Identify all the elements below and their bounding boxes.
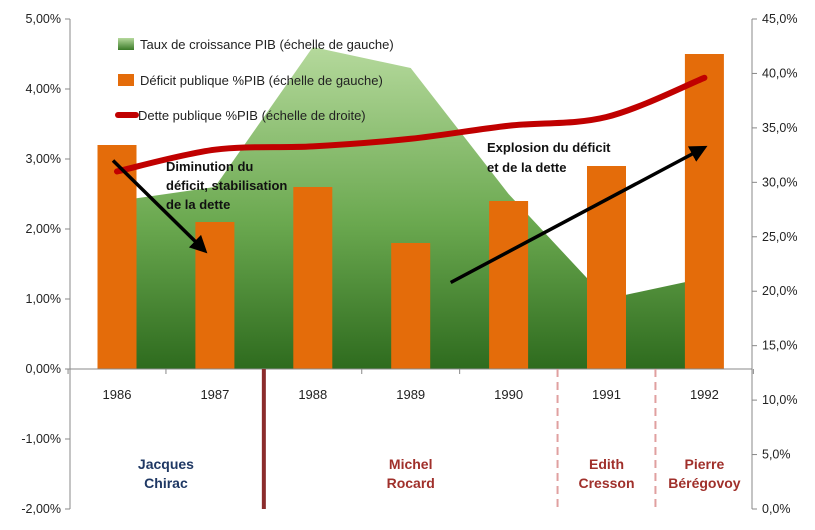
right-tick-label: 40,0% xyxy=(762,66,797,80)
legend: Taux de croissance PIB (échelle de gauch… xyxy=(115,37,394,123)
left-tick-label: 2,00% xyxy=(26,222,61,236)
legend-label-area: Taux de croissance PIB (échelle de gauch… xyxy=(140,37,394,52)
deficit-bar-1989 xyxy=(391,243,431,369)
period-label-3: Bérégovoy xyxy=(668,475,741,491)
legend-label-bar: Déficit publique %PIB (échelle de gauche… xyxy=(140,73,383,88)
right-tick-label: 30,0% xyxy=(762,175,797,189)
deficit-bar-1988 xyxy=(293,187,333,369)
annotation-deficit-decrease: Diminution du xyxy=(166,159,253,174)
period-label-3: Pierre xyxy=(685,456,725,472)
right-tick-label: 45,0% xyxy=(762,12,797,26)
annotation-deficit-explosion: Explosion du déficit xyxy=(487,140,611,155)
left-tick-label: -1,00% xyxy=(21,432,61,446)
right-tick-label: 35,0% xyxy=(762,121,797,135)
annotation-deficit-decrease: déficit, stabilisation xyxy=(166,178,287,193)
x-tick-label-1992: 1992 xyxy=(690,387,719,402)
annotation-arrow-2 xyxy=(449,145,708,285)
legend-label-line: Dette publique %PIB (échelle de droite) xyxy=(138,108,366,123)
x-tick-label-1986: 1986 xyxy=(103,387,132,402)
left-tick-label: 0,00% xyxy=(26,362,61,376)
growth-area-layer xyxy=(117,47,705,369)
deficit-bar-1986 xyxy=(97,145,137,369)
deficit-bar-1990 xyxy=(489,201,529,369)
left-tick-label: 4,00% xyxy=(26,82,61,96)
periods-layer: Jacques Chirac Michel Rocard Edith Cresson Pie… xyxy=(138,369,741,509)
annotations-layer: Diminution du déficit, stabilisation de la… xyxy=(111,140,708,285)
x-tick-label-1991: 1991 xyxy=(592,387,621,402)
debt-line-layer xyxy=(114,74,708,175)
period-label-1: Rocard xyxy=(387,475,435,491)
period-label-0: Chirac xyxy=(144,475,188,491)
debt-line xyxy=(114,74,708,175)
period-label-2: Edith xyxy=(589,456,624,472)
right-tick-label: 10,0% xyxy=(762,393,797,407)
legend-swatch-deficit xyxy=(118,74,134,86)
left-tick-label: -2,00% xyxy=(21,502,61,516)
annotation-deficit-decrease: de la dette xyxy=(166,197,230,212)
right-tick-label: 0,0% xyxy=(762,502,791,516)
period-label-1: Michel xyxy=(389,456,433,472)
x-tick-label-1987: 1987 xyxy=(200,387,229,402)
x-tick-label-1990: 1990 xyxy=(494,387,523,402)
left-tick-label: 5,00% xyxy=(26,12,61,26)
annotation-arrow-1 xyxy=(111,159,208,254)
right-tick-label: 20,0% xyxy=(762,284,797,298)
deficit-bar-1992 xyxy=(684,54,724,369)
right-tick-label: 25,0% xyxy=(762,230,797,244)
annotation-deficit-explosion: et de la dette xyxy=(487,160,566,175)
x-tick-label-1989: 1989 xyxy=(396,387,425,402)
right-tick-label: 5,0% xyxy=(762,448,791,462)
right-tick-label: 15,0% xyxy=(762,339,797,353)
period-label-2: Cresson xyxy=(578,475,634,491)
axes-layer: 5,00% 4,00% 3,00% 2,00% 1,00% 0,00% -1,00% -2,0… xyxy=(21,12,797,516)
deficit-bar-1991 xyxy=(587,166,626,369)
left-tick-label: 3,00% xyxy=(26,152,61,166)
deficit-bar-1987 xyxy=(195,222,235,369)
growth-area xyxy=(117,47,705,369)
x-tick-label-1988: 1988 xyxy=(298,387,327,402)
legend-swatch-growth xyxy=(118,38,134,50)
left-tick-label: 1,00% xyxy=(26,292,61,306)
period-label-0: Jacques xyxy=(138,456,194,472)
